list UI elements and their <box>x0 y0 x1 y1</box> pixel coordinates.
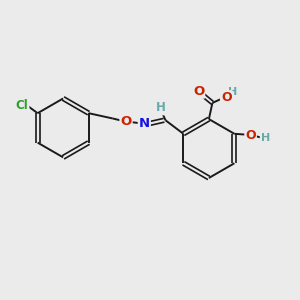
Text: H: H <box>228 87 238 97</box>
Text: O: O <box>245 129 256 142</box>
Text: Cl: Cl <box>16 99 28 112</box>
Text: O: O <box>221 91 232 104</box>
Text: H: H <box>261 133 270 143</box>
Text: O: O <box>193 85 204 98</box>
Text: N: N <box>139 117 150 130</box>
Text: H: H <box>156 101 166 114</box>
Text: O: O <box>120 115 132 128</box>
